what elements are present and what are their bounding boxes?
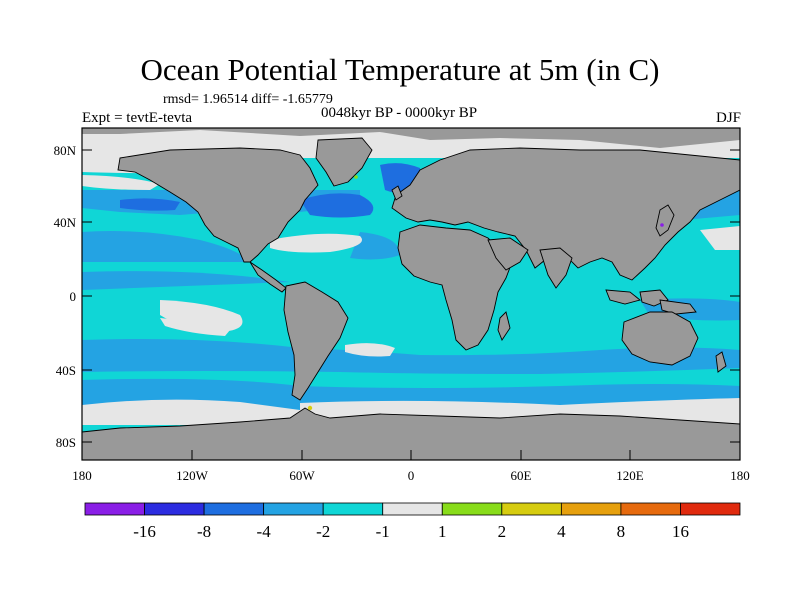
colorbar-swatch bbox=[203, 502, 265, 516]
lon-tick-label: 120E bbox=[616, 468, 644, 483]
lon-tick-label: 120W bbox=[176, 468, 209, 483]
colorbar-swatch bbox=[322, 502, 384, 516]
colorbar-label: -16 bbox=[133, 522, 156, 541]
colorbar-label: 16 bbox=[672, 522, 689, 541]
eurasia bbox=[391, 147, 740, 281]
south-america bbox=[283, 281, 349, 401]
africa bbox=[397, 224, 513, 351]
north-america bbox=[117, 147, 319, 263]
colorbar-swatch bbox=[441, 502, 503, 516]
lat-tick-label: 40S bbox=[56, 363, 76, 378]
longitude-labels: 180 120W 60W 0 60E 120E 180 bbox=[72, 468, 750, 483]
colorbar-swatch bbox=[560, 502, 622, 516]
season-label: DJF bbox=[715, 110, 741, 126]
lon-tick-label: 60W bbox=[289, 468, 315, 483]
colorbar-label: -2 bbox=[316, 522, 330, 541]
lon-tick-label: 180 bbox=[72, 468, 92, 483]
colorbar-label: -1 bbox=[376, 522, 390, 541]
lat-tick-label: 40N bbox=[54, 215, 77, 230]
colorbar-label: -8 bbox=[197, 522, 211, 541]
latitude-axis bbox=[82, 149, 740, 443]
australia bbox=[621, 311, 699, 366]
colorbar-swatch bbox=[144, 502, 205, 516]
colorbar-swatch bbox=[501, 502, 562, 516]
period-label: 0048kyr BP - 0000kyr BP bbox=[321, 105, 478, 121]
colorbar-swatch bbox=[382, 502, 443, 516]
lon-tick-label: 0 bbox=[408, 468, 415, 483]
colorbar-label: 8 bbox=[617, 522, 626, 541]
longitude-axis bbox=[81, 450, 741, 460]
greenland bbox=[315, 137, 373, 187]
colorbar-label: 2 bbox=[498, 522, 507, 541]
experiment-label: Expt = tevtE-tevta bbox=[82, 110, 193, 126]
lon-tick-label: 60E bbox=[511, 468, 532, 483]
lat-tick-label: 80S bbox=[56, 435, 76, 450]
colorbar-swatch bbox=[84, 502, 145, 516]
land-masses bbox=[82, 128, 740, 460]
colorbar-label: -4 bbox=[257, 522, 272, 541]
lat-tick-label: 80N bbox=[54, 143, 77, 158]
colorbar-label: 4 bbox=[557, 522, 566, 541]
map-plot-area bbox=[82, 128, 740, 460]
antarctica bbox=[82, 407, 740, 460]
colorbar-labels: -16 -8 -4 -2 -1 1 2 4 8 16 bbox=[133, 522, 689, 541]
lon-tick-label: 180 bbox=[730, 468, 750, 483]
stats-text: rmsd= 1.96514 diff= -1.65779 bbox=[163, 92, 333, 107]
colorbar-swatch bbox=[680, 502, 741, 516]
lat-tick-label: 0 bbox=[70, 289, 77, 304]
warm-anomaly-dots bbox=[307, 175, 664, 411]
central-america bbox=[249, 261, 287, 293]
latitude-labels: 80N 40N 0 40S 80S bbox=[54, 143, 77, 450]
colorbar-swatch bbox=[620, 502, 681, 516]
colorbar-swatch bbox=[263, 502, 324, 516]
colorbar-label: 1 bbox=[438, 522, 447, 541]
colorbar bbox=[84, 502, 741, 516]
chart-title: Ocean Potential Temperature at 5m (in C) bbox=[140, 52, 660, 87]
